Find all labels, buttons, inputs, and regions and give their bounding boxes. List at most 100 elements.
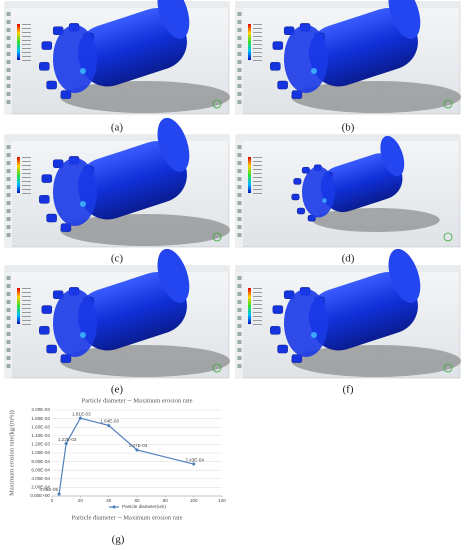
y-tick-label: 0.00E+00 (30, 493, 50, 498)
tool-icon (6, 284, 11, 288)
legend-tick (253, 56, 262, 57)
tool-icon (237, 225, 242, 229)
legend-tick (22, 165, 31, 166)
data-point (78, 416, 83, 421)
tool-icon (237, 169, 242, 173)
tool-icon (6, 44, 11, 48)
shadow (312, 208, 440, 232)
shadow (291, 345, 461, 377)
tool-icon (237, 233, 242, 237)
pipe-end (388, 248, 421, 303)
tool-icon (237, 68, 242, 72)
tool-icon (237, 201, 242, 205)
legend-tick (253, 324, 262, 325)
flange-tooth (291, 193, 300, 201)
title-bar (5, 266, 229, 272)
color-bar (248, 157, 251, 193)
erosion-spot (80, 332, 86, 338)
legend-tick (22, 316, 31, 317)
data-label: 1.81E-03 (72, 411, 91, 416)
tool-icon (6, 177, 11, 181)
axis-triad (212, 99, 222, 109)
flange-tooth (60, 354, 72, 363)
tool-icon (6, 201, 11, 205)
legend-tick (22, 304, 31, 305)
y-tick-label: 4.00E-04 (31, 476, 50, 481)
legend-tick (253, 189, 262, 190)
data-label: 1.07E-03 (129, 443, 148, 448)
tool-icon (237, 84, 242, 88)
tool-icon (237, 332, 242, 336)
pipe-end (380, 135, 405, 177)
axis-triad (212, 363, 222, 373)
data-point (57, 491, 62, 496)
tool-icon (6, 12, 11, 16)
tool-icon (237, 316, 242, 320)
legend-tick (22, 36, 31, 37)
legend-tick (22, 300, 31, 301)
screenshot-panel (235, 248, 461, 379)
y-tick-label: 1.80E-03 (31, 416, 50, 421)
legend-tick (22, 173, 31, 174)
screenshot-panel (4, 117, 230, 248)
axis-triad (443, 232, 453, 242)
legend-tick (22, 40, 31, 41)
title-bar (236, 266, 460, 272)
tool-icon (6, 36, 11, 40)
color-bar (17, 288, 20, 324)
pipe-body (77, 8, 187, 87)
flange-tooth (291, 90, 303, 99)
legend-tick (253, 161, 262, 162)
legend-tick (22, 44, 31, 45)
tool-icon (6, 60, 11, 64)
tool-icon (237, 76, 242, 80)
flange-tooth (46, 344, 57, 354)
tool-icon (6, 84, 11, 88)
legend-tick (253, 300, 262, 301)
flange-tooth (270, 326, 281, 335)
legend-tick (22, 292, 31, 293)
data-point (64, 441, 69, 446)
data-label: 7.43E-04 (185, 457, 204, 462)
y-axis-title: Maximum erosion rate(kg/(m²s)) (8, 410, 15, 496)
pipe-body (77, 141, 187, 220)
pipe-end (157, 117, 190, 172)
legend-tick (22, 169, 31, 170)
shadow (291, 81, 461, 113)
legend-tick (253, 52, 262, 53)
flange-tooth (291, 354, 303, 363)
tool-icon (237, 364, 242, 368)
tool-icon (6, 153, 11, 157)
panel-label: (a) (111, 122, 124, 134)
legend-tick (22, 32, 31, 33)
legend-tick (22, 24, 31, 25)
flange-tooth (277, 344, 288, 354)
tool-icon (6, 292, 11, 296)
tool-icon (6, 348, 11, 352)
data-point (106, 423, 111, 428)
legend-tick (22, 181, 31, 182)
flange-tooth (301, 167, 310, 174)
legend-tick (253, 48, 262, 49)
flange (284, 25, 328, 93)
legend-tick (253, 157, 262, 158)
erosion-spot (322, 198, 327, 203)
title-bar (236, 135, 460, 141)
shadow (60, 345, 230, 377)
tool-icon (6, 169, 11, 173)
tool-icon (237, 12, 242, 16)
tool-icon (237, 340, 242, 344)
tool-icon (237, 36, 242, 40)
legend-tick (22, 28, 31, 29)
legend-tick (253, 28, 262, 29)
tool-icon (237, 276, 242, 280)
tool-icon (6, 52, 11, 56)
flange (284, 289, 328, 357)
x-tick-label: 20 (78, 498, 84, 503)
flange-tooth (39, 195, 50, 204)
tool-icon (6, 92, 11, 96)
tool-icon (6, 300, 11, 304)
screenshot-panel (4, 0, 230, 115)
tool-icon (237, 185, 242, 189)
tool-icon (237, 348, 242, 352)
